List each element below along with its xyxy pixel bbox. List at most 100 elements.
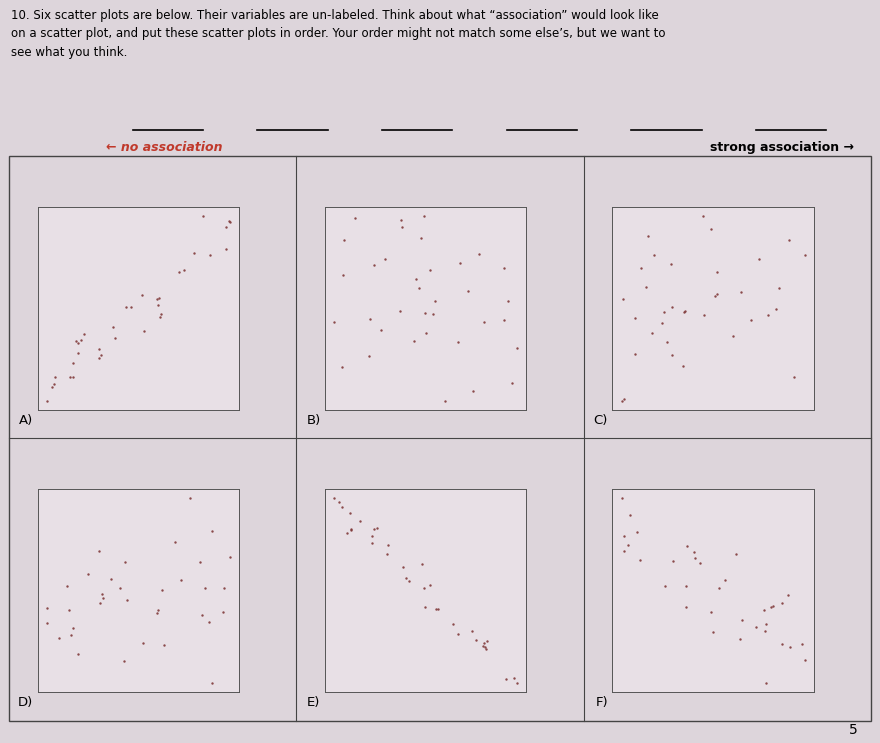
Point <box>154 308 168 320</box>
Point <box>726 330 740 342</box>
Point <box>194 557 208 568</box>
Point <box>332 496 346 508</box>
Point <box>497 314 511 326</box>
Point <box>729 548 743 560</box>
Point <box>62 604 76 616</box>
Point <box>117 655 131 667</box>
Point <box>409 273 423 285</box>
Point <box>222 215 236 227</box>
Point <box>628 312 642 324</box>
Point <box>187 247 201 259</box>
Point <box>378 253 392 265</box>
Point <box>365 531 379 542</box>
Point <box>665 349 679 361</box>
Text: 5: 5 <box>849 723 858 737</box>
Point <box>688 552 702 564</box>
Point <box>402 575 416 587</box>
Point <box>412 282 426 293</box>
Point <box>414 558 429 570</box>
Point <box>477 316 491 328</box>
Point <box>788 372 802 383</box>
Point <box>341 527 355 539</box>
Point <box>150 293 164 305</box>
Point <box>749 621 763 633</box>
Point <box>733 633 747 645</box>
Point <box>499 673 513 685</box>
Point <box>151 603 165 615</box>
Point <box>465 625 479 637</box>
Point <box>639 281 653 293</box>
Point <box>177 265 191 276</box>
Point <box>216 606 230 618</box>
Point <box>362 350 376 362</box>
Point <box>218 243 232 255</box>
Point <box>119 556 133 568</box>
Point <box>772 282 786 294</box>
Point <box>392 305 407 317</box>
Point <box>380 548 394 559</box>
Point <box>466 385 480 397</box>
Point <box>74 334 88 346</box>
Point <box>353 515 367 527</box>
Point <box>151 299 165 311</box>
Point <box>678 580 693 592</box>
Point <box>693 557 708 569</box>
Point <box>622 510 636 522</box>
Point <box>416 582 430 594</box>
Point <box>501 295 515 307</box>
Point <box>194 609 209 620</box>
Point <box>92 545 106 557</box>
Point <box>783 641 797 653</box>
Point <box>710 266 724 278</box>
Point <box>174 574 188 586</box>
Point <box>370 522 384 534</box>
Point <box>66 371 80 383</box>
Point <box>769 303 783 315</box>
Point <box>96 592 110 604</box>
Point <box>196 210 210 222</box>
Point <box>157 639 171 651</box>
Point <box>658 580 672 592</box>
Point <box>797 654 811 666</box>
Point <box>48 372 62 383</box>
Point <box>703 606 717 618</box>
Point <box>452 257 466 269</box>
Point <box>363 314 378 325</box>
Point <box>426 308 440 320</box>
Point <box>657 306 671 318</box>
Point <box>172 267 187 279</box>
Point <box>71 337 85 348</box>
Point <box>336 269 350 281</box>
Point <box>446 617 460 629</box>
Point <box>759 678 773 690</box>
Point <box>119 302 133 314</box>
Text: strong association →: strong association → <box>709 141 854 154</box>
Point <box>52 632 66 643</box>
Point <box>418 307 432 319</box>
Point <box>437 395 451 407</box>
Point <box>497 262 511 273</box>
Point <box>419 328 433 340</box>
Point <box>461 285 475 297</box>
Point <box>744 314 758 326</box>
Point <box>677 305 691 317</box>
Point <box>106 321 121 333</box>
Point <box>696 210 710 222</box>
Text: on a scatter plot, and put these scatter plots in order. Your order might not ma: on a scatter plot, and put these scatter… <box>11 27 666 40</box>
Point <box>365 536 379 548</box>
Point <box>202 616 216 628</box>
Point <box>678 305 693 317</box>
Point <box>367 524 381 536</box>
Point <box>795 638 809 650</box>
Point <box>614 395 628 407</box>
Point <box>476 640 490 652</box>
Text: E): E) <box>307 696 320 709</box>
Point <box>95 588 109 600</box>
Point <box>655 317 669 329</box>
Point <box>797 249 811 261</box>
Point <box>69 335 83 347</box>
Point <box>92 352 106 364</box>
Point <box>335 360 349 372</box>
Point <box>620 539 634 551</box>
Point <box>480 635 494 646</box>
